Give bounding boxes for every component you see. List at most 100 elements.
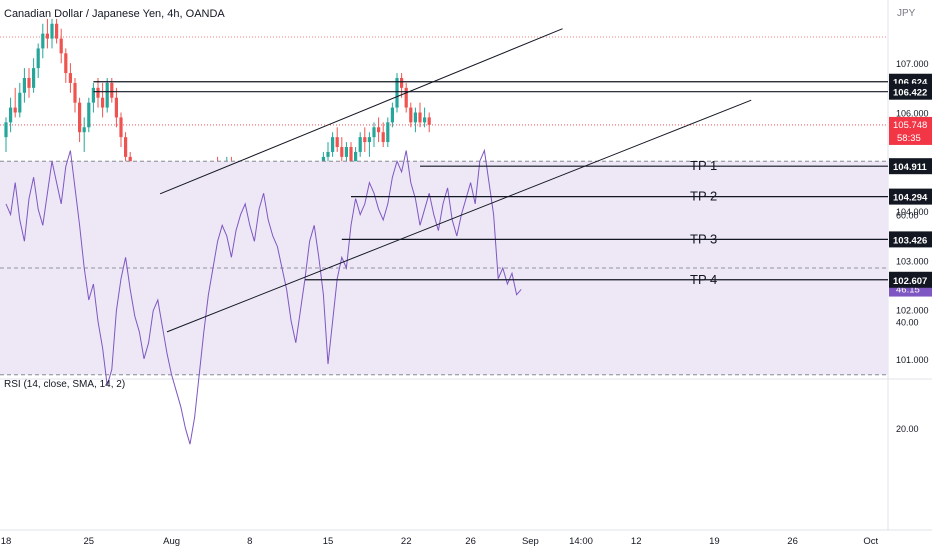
- candle-body: [96, 87, 100, 98]
- candle-body: [372, 127, 376, 138]
- candle-body: [354, 151, 358, 162]
- candle-body: [41, 33, 45, 49]
- time-tick-label: 8: [247, 536, 252, 547]
- level-axis-label: 104.294: [893, 193, 928, 204]
- price-tick-label: 107.000: [896, 59, 929, 69]
- current-price-badge: [889, 116, 932, 145]
- candle-body: [418, 112, 422, 123]
- symbol-title: Canadian Dollar / Japanese Yen, 4h, OAND…: [4, 8, 225, 20]
- time-tick-label: 19: [709, 536, 720, 547]
- candle-body: [400, 77, 404, 88]
- candle-body: [367, 137, 371, 143]
- price-tick-label: 106.000: [896, 109, 929, 119]
- time-tick-label: 26: [465, 536, 476, 547]
- time-tick-label: 26: [787, 536, 798, 547]
- level-axis-badge: [889, 188, 932, 205]
- price-tick-label: 103.000: [896, 256, 929, 266]
- level-axis-label: 106.422: [893, 88, 927, 99]
- candle-body: [390, 107, 394, 123]
- candle-body: [395, 77, 399, 108]
- candle-body: [363, 137, 367, 143]
- candle-body: [64, 53, 68, 74]
- time-tick-label: 15: [323, 536, 334, 547]
- channel-lower-line[interactable]: [166, 99, 752, 333]
- tp-label: TP 1: [690, 158, 717, 173]
- candle-body: [119, 117, 123, 138]
- level-axis-label: 104.911: [893, 162, 928, 173]
- tp-label: TP 3: [690, 231, 717, 246]
- candle-body: [50, 23, 54, 39]
- candle-body: [381, 132, 385, 143]
- candle-body: [82, 127, 86, 133]
- candle-body: [409, 107, 413, 123]
- candle-body: [326, 151, 330, 157]
- candle-body: [32, 68, 36, 88]
- tp-label: TP 2: [690, 189, 717, 204]
- candle-body: [18, 92, 22, 113]
- candle-body: [331, 137, 335, 152]
- price-tick-label: 104.000: [896, 207, 929, 217]
- candle-body: [59, 38, 63, 54]
- rsi-pane[interactable]: 60.00 40.00 20.00 46.15: [0, 148, 932, 445]
- tp-label: TP 4: [690, 272, 717, 287]
- candle-body: [335, 137, 339, 148]
- rsi-tick-label: 20.00: [896, 424, 919, 434]
- currency-label: JPY: [897, 8, 916, 19]
- rsi-title: RSI (14, close, SMA, 14, 2): [4, 379, 125, 390]
- candle-body: [114, 97, 118, 118]
- rsi-tick-label: 40.00: [896, 317, 919, 327]
- price-tick-label: 102.000: [896, 306, 929, 316]
- candle-body: [4, 122, 8, 138]
- candle-body: [404, 87, 408, 108]
- candle-body: [349, 147, 353, 162]
- candle-body: [73, 82, 77, 103]
- level-axis-label: 103.426: [893, 235, 927, 246]
- candle-body: [68, 73, 72, 83]
- candle-body: [427, 117, 431, 125]
- rsi-line: [5, 148, 522, 445]
- level-axis-label: 106.624: [893, 78, 928, 89]
- candle-body: [45, 33, 49, 39]
- candle-body: [377, 127, 381, 133]
- price-tick-label: 101.000: [896, 355, 929, 365]
- candle-body: [36, 48, 40, 69]
- time-tick-label: 22: [401, 536, 412, 547]
- candle-body: [340, 147, 344, 157]
- candle-body: [423, 117, 427, 123]
- time-tick-label: Aug: [163, 536, 180, 547]
- countdown-label: 58:35: [897, 133, 921, 144]
- candle-body: [27, 77, 31, 88]
- channel-upper-line[interactable]: [159, 28, 563, 195]
- rsi-tick-label: 60.00: [896, 211, 919, 221]
- candle-body: [87, 102, 91, 128]
- level-axis-badge: [889, 158, 932, 175]
- current-price-label: 105.748: [893, 120, 927, 131]
- candle-body: [91, 87, 95, 103]
- time-tick-label: 14:00: [569, 536, 593, 547]
- candle-body: [358, 137, 362, 152]
- time-tick-label: 12: [631, 536, 642, 547]
- candle-body: [9, 107, 13, 123]
- candle-body: [105, 82, 109, 108]
- candle-body: [413, 112, 417, 123]
- level-axis-badge: [889, 83, 932, 100]
- candle-body: [101, 97, 105, 108]
- time-tick-label: 25: [84, 536, 95, 547]
- time-tick-label: Sep: [522, 536, 539, 547]
- candle-body: [110, 82, 114, 98]
- rsi-value-label: 46.15: [896, 285, 920, 296]
- candle-body: [13, 107, 17, 113]
- level-axis-label: 102.607: [893, 276, 927, 287]
- time-tick-label: Oct: [863, 536, 878, 547]
- candle-body: [22, 77, 26, 93]
- candle-body: [386, 122, 390, 143]
- candle-body: [55, 23, 59, 39]
- level-axis-badge: [889, 271, 932, 288]
- level-axis-badge: [889, 231, 932, 248]
- candle-body: [344, 147, 348, 157]
- candle-body: [78, 102, 82, 133]
- candle-body: [124, 137, 128, 157]
- time-tick-label: 18: [1, 536, 12, 547]
